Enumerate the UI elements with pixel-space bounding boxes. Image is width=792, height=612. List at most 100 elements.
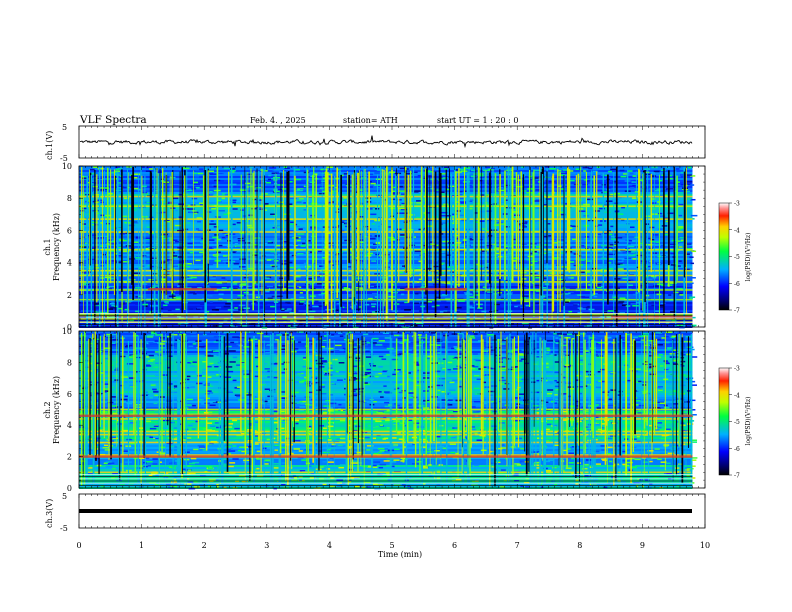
spectrogram-speckle xyxy=(204,319,211,322)
spectrogram-speckle xyxy=(439,311,446,313)
spectrogram-speckle xyxy=(112,472,119,475)
spectrogram-speckle xyxy=(254,244,258,246)
spectrogram-speckle xyxy=(216,426,222,429)
spectrogram-speckle xyxy=(604,204,610,206)
spectrogram-speckle xyxy=(663,284,671,287)
spectrogram-speckle xyxy=(635,292,639,294)
spectrogram-speckle xyxy=(427,185,432,188)
spectrogram-speckle xyxy=(245,402,252,405)
spectrogram-speckle xyxy=(360,211,366,213)
spectrogram-speckle xyxy=(118,246,123,249)
spectrogram-speckle xyxy=(587,219,595,222)
spectrogram-speckle xyxy=(635,400,641,402)
spectrogram-speckle xyxy=(217,199,222,202)
spectrogram-speckle xyxy=(318,293,324,296)
spectrogram-speckle xyxy=(624,167,629,169)
spectrogram-speckle xyxy=(357,462,363,464)
ch1-colorbar xyxy=(718,202,730,311)
spectrogram-speckle xyxy=(593,320,598,322)
spectrogram-speckle xyxy=(206,397,210,400)
spectrogram-speckle xyxy=(592,293,598,295)
spectrogram-speckle xyxy=(163,304,168,307)
spectrogram-speckle xyxy=(671,319,677,322)
spectrogram-speckle xyxy=(252,254,258,256)
spectrogram-speckle xyxy=(114,166,121,169)
spectrogram-speckle xyxy=(558,216,565,218)
spectrogram-speckle xyxy=(442,177,449,179)
spectrogram-speckle xyxy=(676,186,683,189)
spectrogram-speckle xyxy=(690,214,698,217)
spectrogram-speckle xyxy=(144,201,148,204)
spectrogram-speckle xyxy=(172,388,177,390)
spectrogram-speckle xyxy=(161,461,165,464)
spectrogram-speckle xyxy=(328,447,336,450)
spectrogram-speckle xyxy=(151,436,159,439)
spectrogram-speckle xyxy=(522,226,527,228)
spectrogram-speckle xyxy=(89,168,95,171)
spectrogram-speckle xyxy=(663,233,669,236)
spectrogram-speckle xyxy=(397,337,403,340)
spectrogram-speckle xyxy=(146,361,153,364)
spectrogram-speckle xyxy=(127,279,133,281)
spectrogram-speckle xyxy=(366,368,372,371)
spectrogram-row xyxy=(79,439,693,441)
spectrogram-speckle xyxy=(331,219,336,222)
spectrogram-speckle xyxy=(676,207,684,209)
spectrogram-speckle xyxy=(413,445,420,447)
spectrogram-speckle xyxy=(646,260,652,263)
spectrogram-speckle xyxy=(588,363,593,366)
spectrogram-speckle xyxy=(290,340,295,342)
spectrogram-speckle xyxy=(151,331,156,333)
spectrogram-speckle xyxy=(569,288,576,290)
spectrogram-speckle xyxy=(148,474,153,477)
spectrogram-speckle xyxy=(316,333,321,335)
spectrogram-speckle xyxy=(643,260,649,263)
spectrogram-speckle xyxy=(165,374,173,377)
spectrogram-speckle xyxy=(445,233,450,235)
spectrogram-speckle xyxy=(293,439,301,442)
spectrogram-speckle xyxy=(272,376,279,379)
spectrogram-speckle xyxy=(143,305,148,307)
spectrogram-speckle xyxy=(221,277,226,279)
spectrogram-speckle xyxy=(200,241,204,243)
spectrogram-speckle xyxy=(485,324,493,327)
spectrogram-speckle xyxy=(333,350,340,352)
spectrogram-speckle xyxy=(674,265,681,267)
spectrogram-speckle xyxy=(401,439,408,442)
spectrogram-row xyxy=(79,357,693,359)
spectrogram-speckle xyxy=(620,481,627,483)
spectrogram-speckle xyxy=(612,250,617,252)
spectrogram-speckle xyxy=(345,446,353,448)
spectrogram-speckle xyxy=(550,353,555,356)
spectrogram-speckle xyxy=(326,193,334,196)
spectrogram-speckle xyxy=(232,287,237,289)
spectrogram-speckle xyxy=(572,238,576,241)
spectrogram-speckle xyxy=(178,243,184,245)
spectrogram-speckle xyxy=(180,264,187,267)
spectrogram-speckle xyxy=(149,306,156,308)
spectrogram-speckle xyxy=(660,244,665,247)
spectrogram-speckle xyxy=(374,320,380,322)
spectrogram-speckle xyxy=(168,295,176,298)
spectrogram-speckle xyxy=(97,167,104,170)
spectrogram-speckle xyxy=(172,197,179,200)
spectrogram-speckle xyxy=(82,282,89,285)
spectrogram-speckle xyxy=(435,304,440,307)
spectrogram-speckle xyxy=(441,222,447,224)
spectrogram-speckle xyxy=(122,215,129,218)
spectrogram-speckle xyxy=(574,322,578,325)
spectrogram-speckle xyxy=(520,226,525,229)
spectrogram-speckle xyxy=(395,387,400,390)
spectrogram-speckle xyxy=(669,243,677,246)
spectrogram-speckle xyxy=(658,212,663,215)
spectrogram-speckle xyxy=(331,334,335,336)
spectrogram-speckle xyxy=(248,422,255,425)
spectrogram-speckle xyxy=(177,396,185,399)
spectrogram-speckle xyxy=(640,290,645,293)
spectrogram-speckle xyxy=(167,335,172,338)
spectrogram-speckle xyxy=(209,173,217,175)
spectrogram-speckle xyxy=(534,464,542,467)
spectrogram-speckle xyxy=(119,335,125,338)
spectrogram-speckle xyxy=(154,212,158,215)
spectrogram-speckle xyxy=(348,241,355,243)
